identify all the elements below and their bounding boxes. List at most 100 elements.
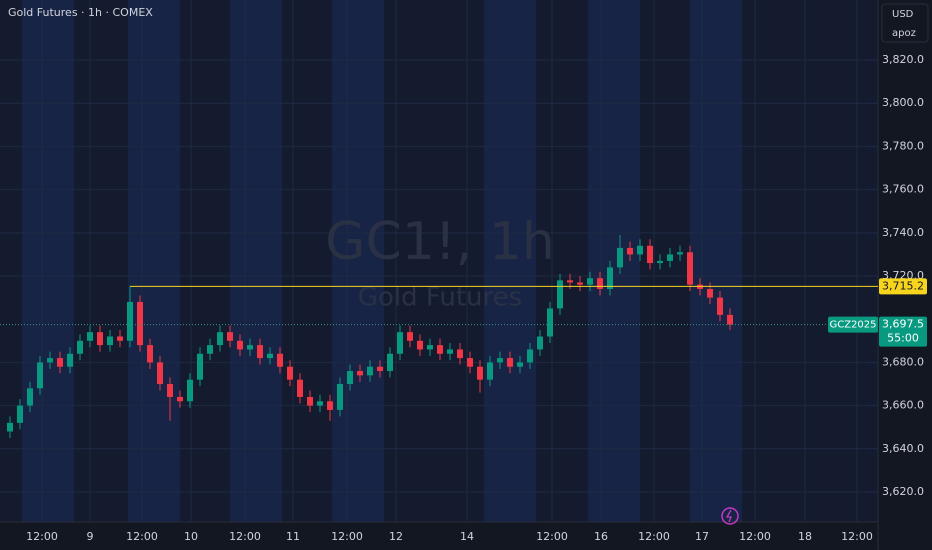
candle-body: [417, 340, 423, 350]
candle-body: [107, 336, 113, 346]
x-tick-label: 11: [286, 530, 300, 543]
y-tick-label: 3,680.0: [882, 355, 924, 368]
candle-body: [77, 340, 83, 354]
candle-body: [97, 332, 103, 346]
currency-box[interactable]: [881, 3, 929, 43]
time-axis-panel: [0, 522, 878, 550]
x-tick-label: 12:00: [638, 530, 670, 543]
candle-body: [207, 345, 213, 354]
countdown: 55:00: [887, 332, 919, 345]
candle-body: [457, 349, 463, 359]
candle-body: [467, 358, 473, 367]
session-bands: [22, 0, 742, 522]
candle-body: [257, 345, 263, 359]
candle-body: [147, 345, 153, 363]
candle-body: [437, 345, 443, 354]
candle-body: [277, 353, 283, 367]
candle-body: [657, 260, 663, 264]
candle-body: [477, 366, 483, 380]
candle-body: [667, 254, 673, 261]
candle-body: [367, 366, 373, 376]
candles: [0, 234, 878, 438]
x-tick-label: 18: [798, 530, 812, 543]
candle-body: [557, 280, 563, 309]
x-tick-label: 16: [594, 530, 608, 543]
candle-body: [447, 349, 453, 354]
candle-body: [167, 383, 173, 397]
user[interactable]: apoz: [892, 28, 916, 39]
candle-body: [567, 280, 573, 283]
candle-body: [527, 349, 533, 363]
candle-body: [627, 247, 633, 255]
candle-body: [177, 396, 183, 402]
candle-body: [577, 282, 583, 285]
y-tick-label: 3,620.0: [882, 485, 924, 498]
candle-body: [57, 358, 63, 367]
candle-body: [537, 336, 543, 350]
candle-body: [307, 396, 313, 406]
candle-body: [427, 345, 433, 350]
x-tick-label: 9: [87, 530, 94, 543]
x-tick-label: 12:00: [841, 530, 873, 543]
chart-title: Gold Futures · 1h · COMEX: [8, 6, 153, 19]
x-tick-label: 12:00: [229, 530, 261, 543]
level-tag: [879, 278, 927, 295]
candle-body: [227, 332, 233, 341]
y-tick-label: 3,800.0: [882, 96, 924, 109]
currency[interactable]: USD: [892, 9, 914, 20]
candle-body: [87, 332, 93, 341]
candle-body: [137, 301, 143, 346]
price-axis-panel: [878, 0, 932, 550]
candle-body: [327, 401, 333, 410]
candle-body: [7, 422, 13, 432]
x-tick-label: 12: [389, 530, 403, 543]
level-label: 3,715.2: [882, 279, 924, 292]
y-tick-label: 3,640.0: [882, 442, 924, 455]
candle-body: [37, 362, 43, 389]
candle-body: [617, 247, 623, 268]
x-tick-label: 14: [460, 530, 474, 543]
y-tick-label: 3,820.0: [882, 53, 924, 66]
candle-body: [717, 297, 723, 315]
candle-body: [157, 362, 163, 384]
candle-body: [497, 358, 503, 363]
candle-body: [707, 288, 713, 298]
x-tick-label: 10: [184, 530, 198, 543]
candle-body: [507, 358, 513, 367]
candle-body: [397, 332, 403, 354]
candle-body: [677, 252, 683, 255]
y-tick-label: 3,740.0: [882, 226, 924, 239]
candle-body: [297, 379, 303, 397]
candle-body: [637, 245, 643, 255]
candle-body: [217, 332, 223, 346]
flash-icon[interactable]: [721, 507, 739, 525]
x-tick-label: 12:00: [331, 530, 363, 543]
candle-body: [197, 353, 203, 380]
x-tick-label: 17: [695, 530, 709, 543]
x-tick-label: 12:00: [26, 530, 58, 543]
candle-body: [337, 383, 343, 410]
axes: 3,620.03,640.03,660.03,680.03,720.03,740…: [26, 53, 927, 543]
candle-body: [47, 358, 53, 363]
y-tick-label: 3,780.0: [882, 139, 924, 152]
candle-body: [187, 379, 193, 402]
grid: [0, 0, 878, 522]
watermark-subtitle: Gold Futures: [358, 283, 522, 313]
candle-body: [517, 362, 523, 367]
candle-body: [547, 308, 553, 337]
candle-body: [347, 371, 353, 384]
candle-body: [317, 401, 323, 406]
candle-body: [607, 267, 613, 289]
candle-body: [67, 353, 73, 367]
candle-body: [387, 353, 393, 372]
candle-body: [647, 245, 653, 264]
symbol-tag: GCZ2025: [829, 320, 876, 331]
candle-body: [487, 362, 493, 380]
candle-body: [357, 371, 363, 376]
candle-body: [117, 336, 123, 341]
candle-body: [127, 301, 133, 341]
candle-body: [597, 278, 603, 289]
candle-body: [237, 340, 243, 350]
candle-body: [247, 345, 253, 350]
